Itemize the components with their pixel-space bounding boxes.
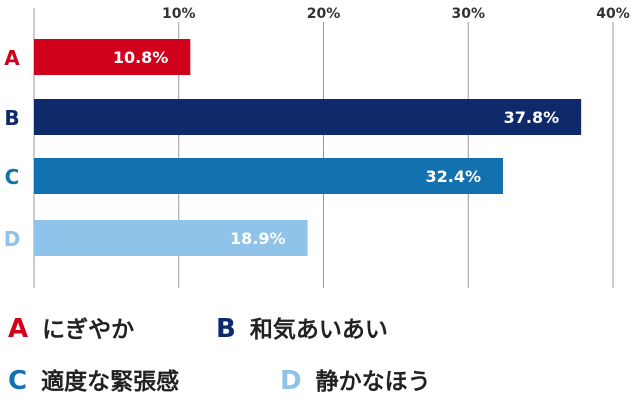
legend-letter-a: A <box>8 314 29 344</box>
value-label-d: 18.9% <box>230 229 286 248</box>
bar-chart-svg: 10% 20% 30% 40% 10.8% A 37.8% B 32.4% C 18.9% D <box>4 6 630 288</box>
legend-row-1: A にぎやか B 和気あいあい <box>0 310 642 362</box>
value-label-c: 32.4% <box>425 167 481 186</box>
legend-row-2: C 適度な緊張感 D 静かなほう <box>0 362 642 414</box>
legend: A にぎやか B 和気あいあい C 適度な緊張感 D 静かなほう <box>0 310 642 414</box>
value-label-a: 10.8% <box>113 48 169 67</box>
legend-letter-b: B <box>216 314 236 344</box>
chart: 10% 20% 30% 40% 10.8% A 37.8% B 32.4% C 18.9% D A に… <box>4 6 630 396</box>
value-label-b: 37.8% <box>504 108 560 127</box>
tick-label-30: 30% <box>451 6 485 22</box>
category-label-b: B <box>4 106 19 130</box>
bar-d <box>34 220 308 256</box>
legend-letter-d: D <box>280 366 302 396</box>
bar-c <box>34 158 503 194</box>
legend-item-d: D 静かなほう <box>280 362 431 396</box>
legend-label-c: 適度な緊張感 <box>41 369 180 395</box>
legend-item-b: B 和気あいあい <box>216 310 388 344</box>
legend-label-a: にぎやか <box>42 317 135 343</box>
tick-label-40: 40% <box>596 6 630 22</box>
legend-label-b: 和気あいあい <box>249 317 388 343</box>
bar-b <box>34 99 582 135</box>
tick-label-20: 20% <box>307 6 341 22</box>
category-label-a: A <box>4 46 20 70</box>
legend-letter-c: C <box>8 366 28 396</box>
legend-item-c: C 適度な緊張感 <box>8 362 179 396</box>
legend-label-d: 静かなほう <box>315 369 431 395</box>
category-label-c: C <box>5 165 20 189</box>
category-label-d: D <box>4 227 21 251</box>
tick-label-10: 10% <box>162 6 196 22</box>
legend-item-a: A にぎやか <box>8 310 134 344</box>
bar-a <box>34 39 191 75</box>
